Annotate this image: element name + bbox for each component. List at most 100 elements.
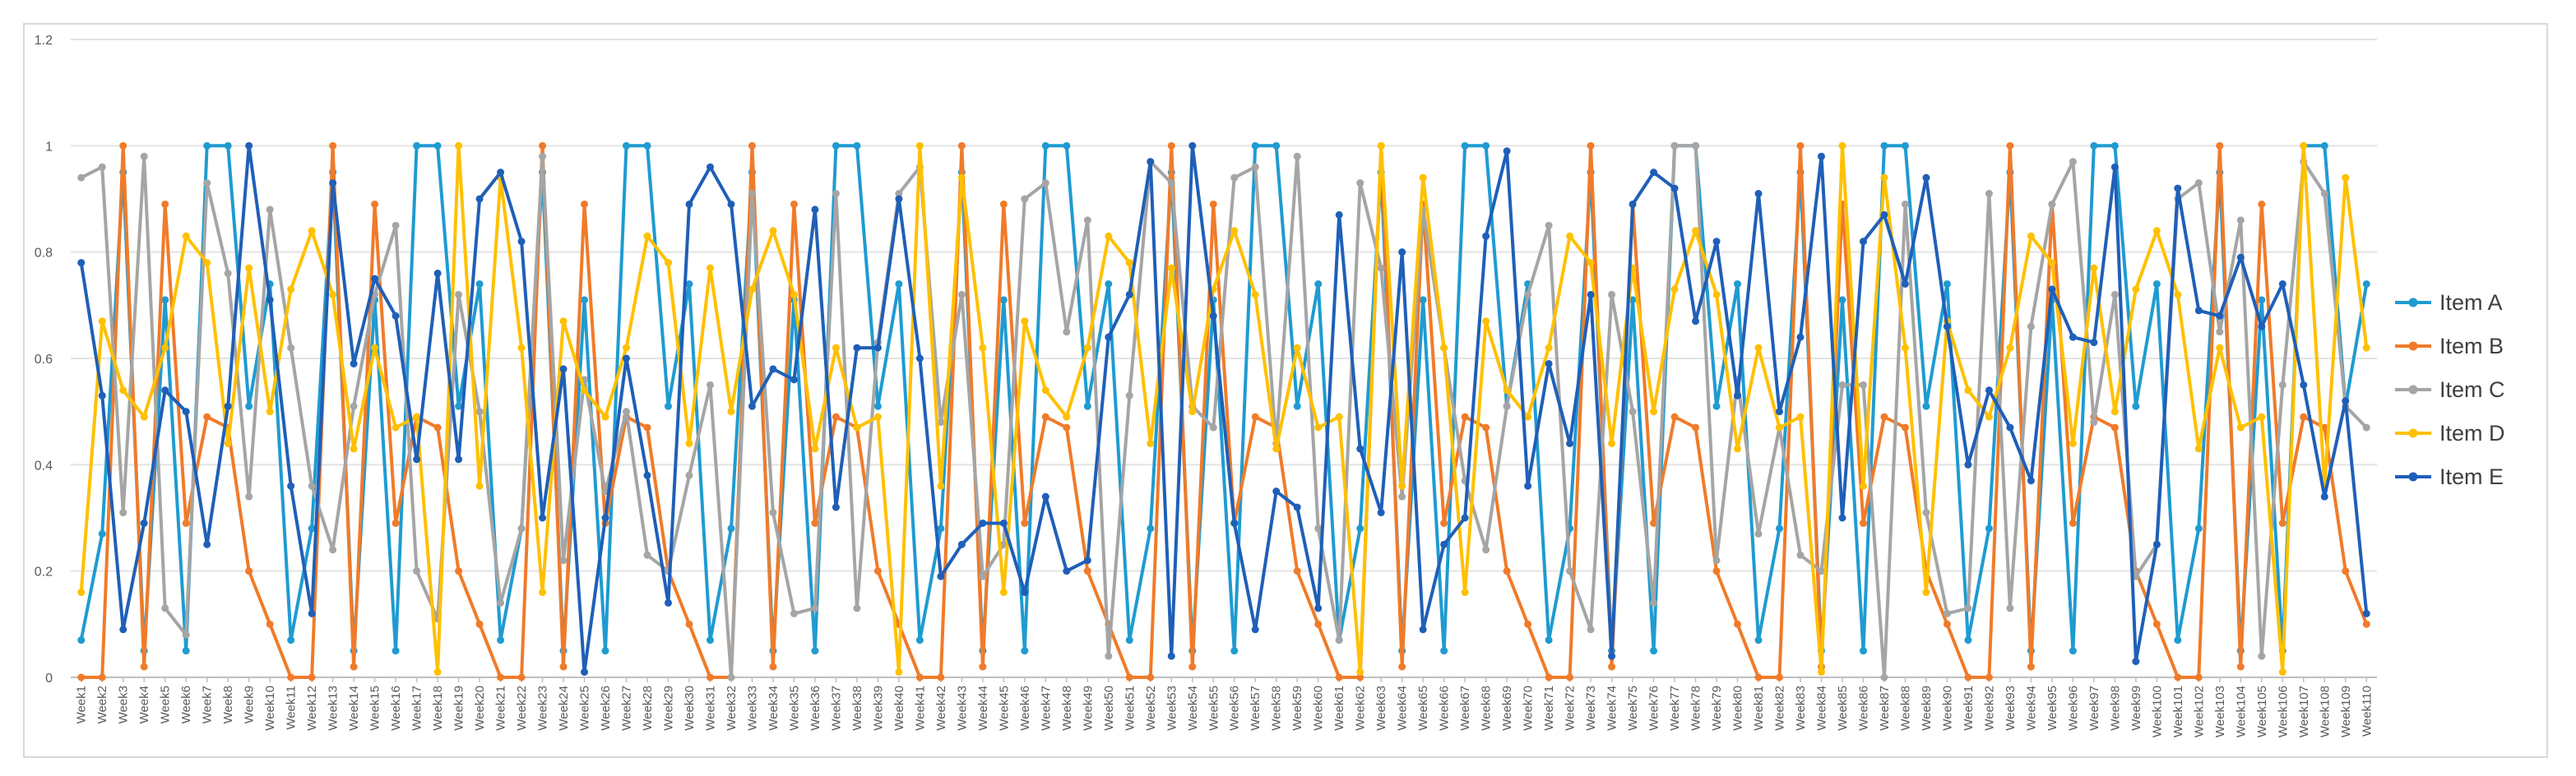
data-point xyxy=(308,482,316,490)
data-point xyxy=(895,279,903,288)
data-point xyxy=(1545,344,1553,352)
data-point xyxy=(391,312,400,320)
legend-label: Item B xyxy=(2439,334,2504,358)
data-point xyxy=(517,344,526,352)
data-point xyxy=(475,620,484,628)
data-point xyxy=(266,296,274,304)
x-tick-label: Week25 xyxy=(578,686,592,731)
data-point xyxy=(769,227,777,235)
data-point xyxy=(685,439,693,447)
data-point xyxy=(623,344,631,352)
data-point xyxy=(119,509,127,517)
data-point xyxy=(413,141,421,150)
data-point xyxy=(77,173,86,182)
data-point xyxy=(1230,647,1239,655)
data-point xyxy=(2174,184,2182,192)
data-point xyxy=(1356,179,1364,187)
data-point xyxy=(1880,210,1888,219)
x-tick-label: Week51 xyxy=(1123,686,1137,731)
data-point xyxy=(1482,423,1490,432)
data-point xyxy=(832,503,840,511)
x-tick-label: Week35 xyxy=(787,686,801,731)
data-point xyxy=(1083,216,1091,224)
data-point xyxy=(308,609,316,617)
data-point xyxy=(1503,567,1511,575)
data-point xyxy=(2362,423,2370,432)
data-point xyxy=(182,647,190,655)
data-point xyxy=(790,609,798,617)
data-point xyxy=(1314,279,1323,288)
data-point xyxy=(853,604,861,612)
data-point xyxy=(643,423,651,432)
data-point xyxy=(581,386,589,395)
data-point xyxy=(1147,524,1155,533)
data-point xyxy=(1041,386,1049,395)
data-point xyxy=(1692,423,1700,432)
data-point xyxy=(1712,290,1721,298)
data-point xyxy=(1063,567,1071,575)
data-point xyxy=(832,190,840,198)
data-point xyxy=(2320,492,2328,501)
data-point xyxy=(287,482,295,490)
data-point xyxy=(1754,529,1763,538)
data-point xyxy=(748,285,756,293)
data-point xyxy=(539,141,547,150)
x-tick-label: Week84 xyxy=(1814,686,1828,731)
data-point xyxy=(119,626,127,634)
data-point xyxy=(2027,663,2035,671)
data-point xyxy=(203,141,211,150)
data-point xyxy=(1209,423,1217,432)
data-point xyxy=(1922,589,1930,597)
x-tick-label: Week82 xyxy=(1773,686,1787,731)
data-point xyxy=(2300,413,2308,421)
data-point xyxy=(350,359,358,367)
legend-swatch-marker xyxy=(2408,472,2418,482)
data-point xyxy=(1650,519,1658,527)
x-tick-label: Week3 xyxy=(117,686,131,723)
x-tick-label: Week26 xyxy=(599,686,613,731)
data-point xyxy=(1566,567,1574,575)
x-tick-label: Week64 xyxy=(1396,686,1410,731)
data-point xyxy=(2258,322,2266,330)
data-point xyxy=(559,557,568,565)
data-point xyxy=(287,285,295,293)
data-point xyxy=(1943,620,1951,628)
data-point xyxy=(727,408,735,416)
data-point xyxy=(161,604,169,612)
x-tick-label: Week93 xyxy=(2004,686,2018,731)
data-point xyxy=(1105,232,1113,240)
data-point xyxy=(999,200,1008,208)
data-point xyxy=(203,413,211,421)
data-point xyxy=(664,598,672,607)
data-point xyxy=(1063,141,1071,150)
data-point xyxy=(559,317,568,326)
data-point xyxy=(643,141,651,150)
data-point xyxy=(1398,492,1406,501)
x-tick-label: Week28 xyxy=(641,686,655,731)
data-point xyxy=(727,200,735,208)
x-tick-label: Week74 xyxy=(1605,686,1619,731)
data-point xyxy=(2069,519,2077,527)
data-point xyxy=(433,141,442,150)
x-tick-label: Week59 xyxy=(1290,686,1304,731)
data-point xyxy=(1712,238,1721,246)
data-point xyxy=(266,408,274,416)
x-tick-label: Week45 xyxy=(997,686,1011,731)
data-point xyxy=(1021,519,1029,527)
data-point xyxy=(2258,652,2266,660)
y-tick-label: 1 xyxy=(45,140,53,154)
x-tick-label: Week92 xyxy=(1982,686,1996,731)
data-point xyxy=(1188,663,1197,671)
data-point xyxy=(1083,557,1091,565)
data-point xyxy=(1524,482,1532,490)
data-point xyxy=(1482,141,1490,150)
data-point xyxy=(957,173,966,182)
data-point xyxy=(1188,408,1197,416)
data-point xyxy=(2048,259,2056,267)
data-point xyxy=(1230,519,1239,527)
data-point xyxy=(685,620,693,628)
data-point xyxy=(98,163,106,171)
data-point xyxy=(455,455,463,464)
data-point xyxy=(1545,359,1553,367)
x-tick-label: Week95 xyxy=(2046,686,2059,731)
